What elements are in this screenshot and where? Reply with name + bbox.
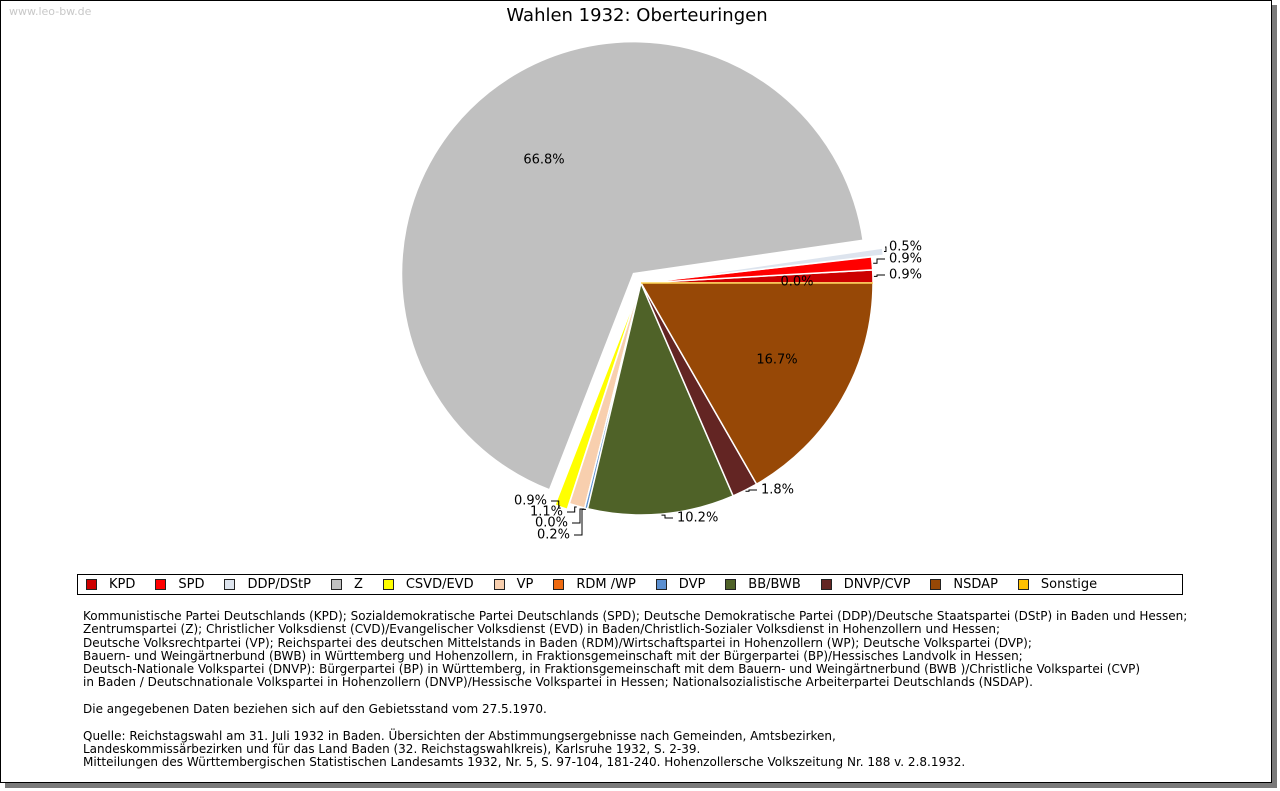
legend-swatch bbox=[493, 579, 505, 590]
legend-swatch bbox=[1017, 579, 1029, 590]
leader-line-csvd-evd bbox=[551, 500, 561, 509]
legend-label: DNVP/CVP bbox=[843, 577, 911, 592]
leader-line-vp bbox=[567, 506, 577, 513]
legend-swatch bbox=[553, 579, 565, 590]
legend-swatch bbox=[655, 579, 667, 590]
note-source-line: Landeskommissärbezirken und für das Land… bbox=[83, 741, 701, 756]
pie-label-kpd: 0.9% bbox=[889, 268, 922, 283]
legend-item-z: Z bbox=[330, 577, 363, 592]
leader-line-bb-bwb bbox=[661, 514, 673, 519]
pie-label-bb-bwb: 10.2% bbox=[677, 511, 718, 526]
legend-item-kpd: KPD bbox=[86, 577, 135, 592]
pie-slice-csvd-evd bbox=[553, 288, 640, 511]
note-parties-line: Bauern- und Weingärtnerbund (BWB) in Wür… bbox=[83, 648, 1023, 663]
legend-item-nsdap: NSDAP bbox=[930, 577, 998, 592]
legend-item-vp: VP bbox=[493, 577, 534, 592]
legend-item-dnvp-cvp: DNVP/CVP bbox=[820, 577, 911, 592]
legend-label: Sonstige bbox=[1040, 577, 1098, 592]
note-parties-line: Deutsche Volksrechtpartei (VP); Reichspa… bbox=[83, 635, 1032, 650]
pie-slice-nsdap bbox=[639, 282, 874, 486]
note-territory: Die angegebenen Daten beziehen sich auf … bbox=[83, 702, 547, 717]
legend-label: VP bbox=[516, 577, 534, 592]
leader-line-ddp-dstp bbox=[883, 246, 887, 253]
pie-label-ddp-dstp: 0.5% bbox=[889, 240, 922, 255]
pie-label-csvd-evd: 0.9% bbox=[514, 494, 547, 509]
legend-item-dvp: DVP bbox=[655, 577, 706, 592]
pie-slice-z bbox=[400, 40, 864, 491]
legend-item-sonstige: Sonstige bbox=[1017, 577, 1098, 592]
legend-item-rdm-wp: RDM /WP bbox=[553, 577, 636, 592]
legend-swatch bbox=[725, 579, 737, 590]
note-parties-line: in Baden / Deutschnationale Volkspartei … bbox=[83, 675, 1033, 690]
legend-swatch bbox=[224, 579, 236, 590]
pie-label-nsdap: 16.7% bbox=[756, 353, 797, 368]
pie-label-vp: 1.1% bbox=[530, 505, 563, 520]
pie-label-rdm-wp: 0.0% bbox=[535, 516, 568, 531]
pie-label-z: 66.8% bbox=[523, 153, 564, 168]
legend-label: CSVD/EVD bbox=[405, 577, 474, 592]
pie-label-spd: 0.9% bbox=[889, 252, 922, 267]
legend-label: DVP bbox=[678, 577, 706, 592]
note-source-line: Quelle: Reichstagswahl am 31. Juli 1932 … bbox=[83, 728, 836, 743]
pie-label-dnvp-cvp: 1.8% bbox=[761, 483, 794, 498]
legend-label: NSDAP bbox=[953, 577, 998, 592]
legend-label: Z bbox=[353, 577, 363, 592]
note-parties-line: Zentrumspartei (Z); Christlicher Volksdi… bbox=[83, 622, 1001, 637]
watermark: www.leo-bw.de bbox=[9, 5, 92, 18]
pie-chart: 0.9%0.9%0.5%66.8%0.9%1.1%0.0%0.2%10.2%1.… bbox=[400, 40, 922, 543]
legend-item-bb-bwb: BB/BWB bbox=[725, 577, 801, 592]
pie-label-dvp: 0.2% bbox=[537, 528, 570, 543]
notes: Kommunistische Partei Deutschlands (KPD)… bbox=[83, 609, 1188, 770]
legend-item-spd: SPD bbox=[155, 577, 204, 592]
legend-swatch bbox=[155, 579, 167, 590]
legend-swatch bbox=[86, 579, 97, 590]
leader-line-spd bbox=[873, 258, 885, 264]
note-parties-line: Kommunistische Partei Deutschlands (KPD)… bbox=[83, 609, 1188, 623]
pie-label-sonstige: 0.0% bbox=[780, 275, 813, 290]
leader-line-rdm-wp bbox=[572, 508, 585, 524]
legend-swatch bbox=[820, 579, 832, 590]
legend-label: SPD bbox=[178, 577, 205, 592]
leader-line-kpd bbox=[873, 274, 885, 277]
pie-slice-bb-bwb bbox=[586, 280, 735, 516]
note-parties-line: Deutsch-Nationale Volkspartei (DNVP): Bü… bbox=[83, 662, 1141, 677]
legend: KPD SPD DDP/DStP Z CSVD/EVD VP RDM /WP DVP BB/BW… bbox=[77, 574, 1183, 595]
legend-label: KPD bbox=[109, 577, 136, 592]
legend-item-csvd-evd: CSVD/EVD bbox=[382, 577, 474, 592]
chart-title: Wahlen 1932: Oberteuringen bbox=[506, 5, 768, 26]
leader-line-dnvp-cvp bbox=[745, 489, 757, 492]
legend-swatch bbox=[382, 579, 394, 590]
pie-slice-ddp-dstp bbox=[652, 247, 885, 283]
note-source-line: Mitteilungen des Württembergischen Stati… bbox=[83, 755, 966, 770]
legend-item-ddp-dstp: DDP/DStP bbox=[224, 577, 311, 592]
legend-label: DDP/DStP bbox=[247, 577, 311, 592]
legend-label: RDM /WP bbox=[576, 577, 636, 592]
leader-line-dvp bbox=[574, 508, 586, 536]
legend-swatch bbox=[930, 579, 942, 590]
legend-label: BB/BWB bbox=[748, 577, 801, 592]
legend-swatch bbox=[330, 579, 342, 590]
